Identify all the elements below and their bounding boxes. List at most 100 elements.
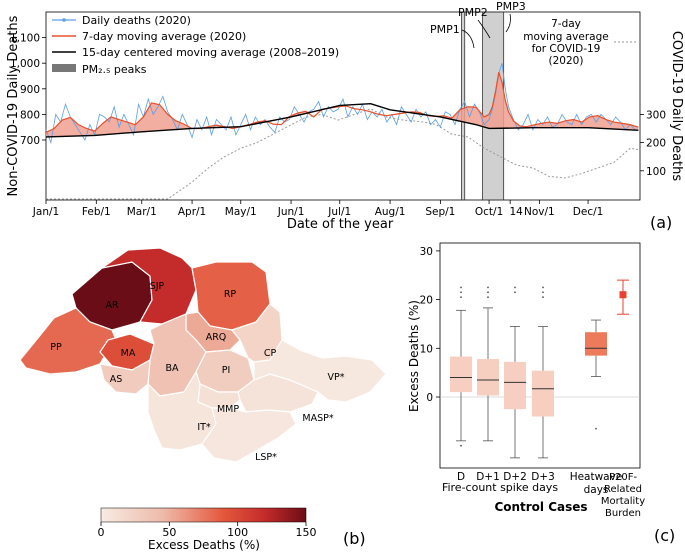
panel-c-group-label: Fire-count spike days	[442, 481, 558, 494]
annotation-pmp1: PMP1	[430, 23, 460, 36]
colorbar-tick-label: 150	[296, 526, 317, 539]
panel-c-plot-frame	[439, 242, 641, 469]
p20f-label-line: P20F-	[609, 472, 638, 483]
map-label-ar: AR	[105, 300, 118, 311]
x-tick-label: Jan/1	[32, 206, 59, 218]
map-label-lsp: LSP*	[255, 452, 277, 463]
p20f-point	[619, 291, 627, 299]
panel-c-boxplot: 0 10 20 30 D D+1 D+2 D+3 HeatwavedaysP20F-Relat…	[407, 242, 675, 545]
y-right-tick-label: 100	[646, 166, 666, 178]
p20f-label-line: Related	[604, 484, 642, 495]
map-label-it: IT*	[197, 422, 211, 433]
x-tick-label: Nov/1	[524, 206, 555, 218]
colorbar-tick-label: 100	[227, 526, 248, 539]
arrow-pmp2	[477, 19, 491, 39]
ma7-layer	[45, 71, 639, 133]
colorbar-tick-label: 50	[162, 526, 176, 539]
box-flier	[460, 291, 462, 294]
legend-ma7-label: 7-day moving average (2020)	[82, 30, 246, 43]
panel-b-tag: (b)	[343, 529, 366, 548]
box-flier	[460, 444, 462, 447]
box-iqr	[504, 361, 526, 410]
colorbar	[100, 507, 307, 523]
baseline-15day-line	[45, 102, 639, 138]
map-label-vp: VP*	[328, 372, 345, 383]
panel-a-ylabel-left: Non-COVID-19 Daily Deaths	[6, 15, 21, 196]
x-tick-label: Jun/1	[277, 206, 305, 218]
box-label-line1: Heatwave	[570, 471, 623, 483]
panel-c-x-labels: D D+1 D+2 D+3 HeatwavedaysP20F-RelatedMortal…	[457, 471, 645, 519]
excess-fill-area	[46, 72, 639, 137]
covid-ma7-line	[46, 108, 639, 200]
y-left-tick-label: 900	[20, 84, 40, 96]
legend-pm-swatch	[52, 64, 76, 72]
map-label-sjp: SJP	[150, 281, 165, 292]
colorbar-tick-label: 0	[98, 526, 105, 539]
c-y-tick-label: 20	[420, 295, 433, 307]
box-label: D	[457, 471, 465, 483]
panel-c-xlabel: Control Cases	[494, 500, 587, 514]
map-label-ma: MA	[121, 348, 136, 359]
panel-a-legend: Daily deaths (2020) 7-day moving average…	[52, 14, 339, 76]
panel-a-tag: (a)	[650, 213, 672, 232]
x-tick-label: Feb/1	[82, 206, 111, 218]
y-left-tick-label: 1,000	[10, 58, 40, 70]
covid-annotation-line1: 7-day	[551, 18, 581, 30]
panel-c-tag: (c)	[654, 526, 675, 545]
box-label: D+1	[476, 471, 500, 483]
c-y-tick-label: 30	[420, 246, 433, 258]
box-iqr	[585, 332, 607, 356]
map-region-labels: AR SJP RP PP MA ARQ BA AS PI CP MMP MASP* VP* IT* LSP*	[50, 281, 344, 463]
panel-a-ylabel-right: COVID-19 Daily Deaths	[669, 31, 684, 182]
p20f-label-line: Mortality	[601, 496, 645, 507]
x-tick-label: Dec/1	[573, 206, 604, 218]
map-region-lsp	[201, 407, 297, 463]
excess-fill-layer	[46, 72, 639, 137]
map-label-ba: BA	[165, 363, 179, 374]
map-label-mmp: MMP	[217, 404, 239, 415]
arrow-pmp1	[461, 29, 475, 49]
covid-annotation-line2: moving average	[523, 31, 608, 43]
y-left-tick-label: 1,100	[10, 33, 40, 45]
panel-c-ylabel: Excess Deaths (%)	[407, 300, 421, 412]
box-flier	[542, 286, 544, 289]
panel-a-plot-frame	[45, 11, 641, 201]
c-y-tick-label: 0	[426, 392, 433, 404]
x-tick-label: Apr/1	[178, 206, 206, 218]
box-flier	[460, 286, 462, 289]
panel-a-x-ticks: Jan/1 Feb/1 Mar/1 Apr/1 May/1 Jun/1 Jul/1 Aug/1…	[32, 200, 604, 218]
map-label-arq: ARQ	[206, 332, 227, 343]
x-tick-label: Jul/1	[327, 206, 351, 218]
x-tick-label: Mar/1	[127, 206, 157, 218]
y-right-tick-label: 200	[646, 138, 666, 150]
box-flier	[595, 427, 597, 430]
c-y-tick-label: 10	[420, 343, 433, 355]
box-label: D+2	[503, 471, 527, 483]
box-flier	[514, 291, 516, 294]
box-iqr	[532, 370, 554, 417]
arrow-pmp3	[505, 13, 511, 33]
map-region-vp	[253, 339, 387, 403]
annotation-pmp3: PMP3	[496, 0, 526, 13]
x-tick-label: Oct/1	[475, 206, 503, 218]
covid-annotation-line3: for COVID-19	[532, 43, 601, 55]
box-iqr	[450, 356, 472, 393]
ma7-line	[45, 71, 639, 133]
legend-daily-marker	[62, 18, 66, 22]
legend-pm-label: PM₂.₅ peaks	[82, 63, 147, 76]
box-flier	[487, 291, 489, 294]
x-tick-label: Sep/1	[425, 206, 455, 218]
box-flier	[542, 296, 544, 299]
box-iqr	[477, 359, 499, 396]
covid-annotation-line4: (2020)	[549, 55, 584, 67]
panel-a-left-ticks: 700 800 900 1,000 1,100	[10, 33, 46, 147]
colorbar-label: Excess Deaths (%)	[148, 538, 260, 552]
covid-line-layer	[46, 108, 639, 200]
map-label-rp: RP	[224, 289, 237, 300]
box-flier	[460, 296, 462, 299]
box-label-line2: days	[584, 484, 609, 496]
box-label: D+3	[531, 471, 555, 483]
p20f-label-line: Burden	[605, 508, 641, 519]
map-label-masp: MASP*	[302, 413, 333, 424]
x-tick-label: 14	[509, 206, 523, 218]
